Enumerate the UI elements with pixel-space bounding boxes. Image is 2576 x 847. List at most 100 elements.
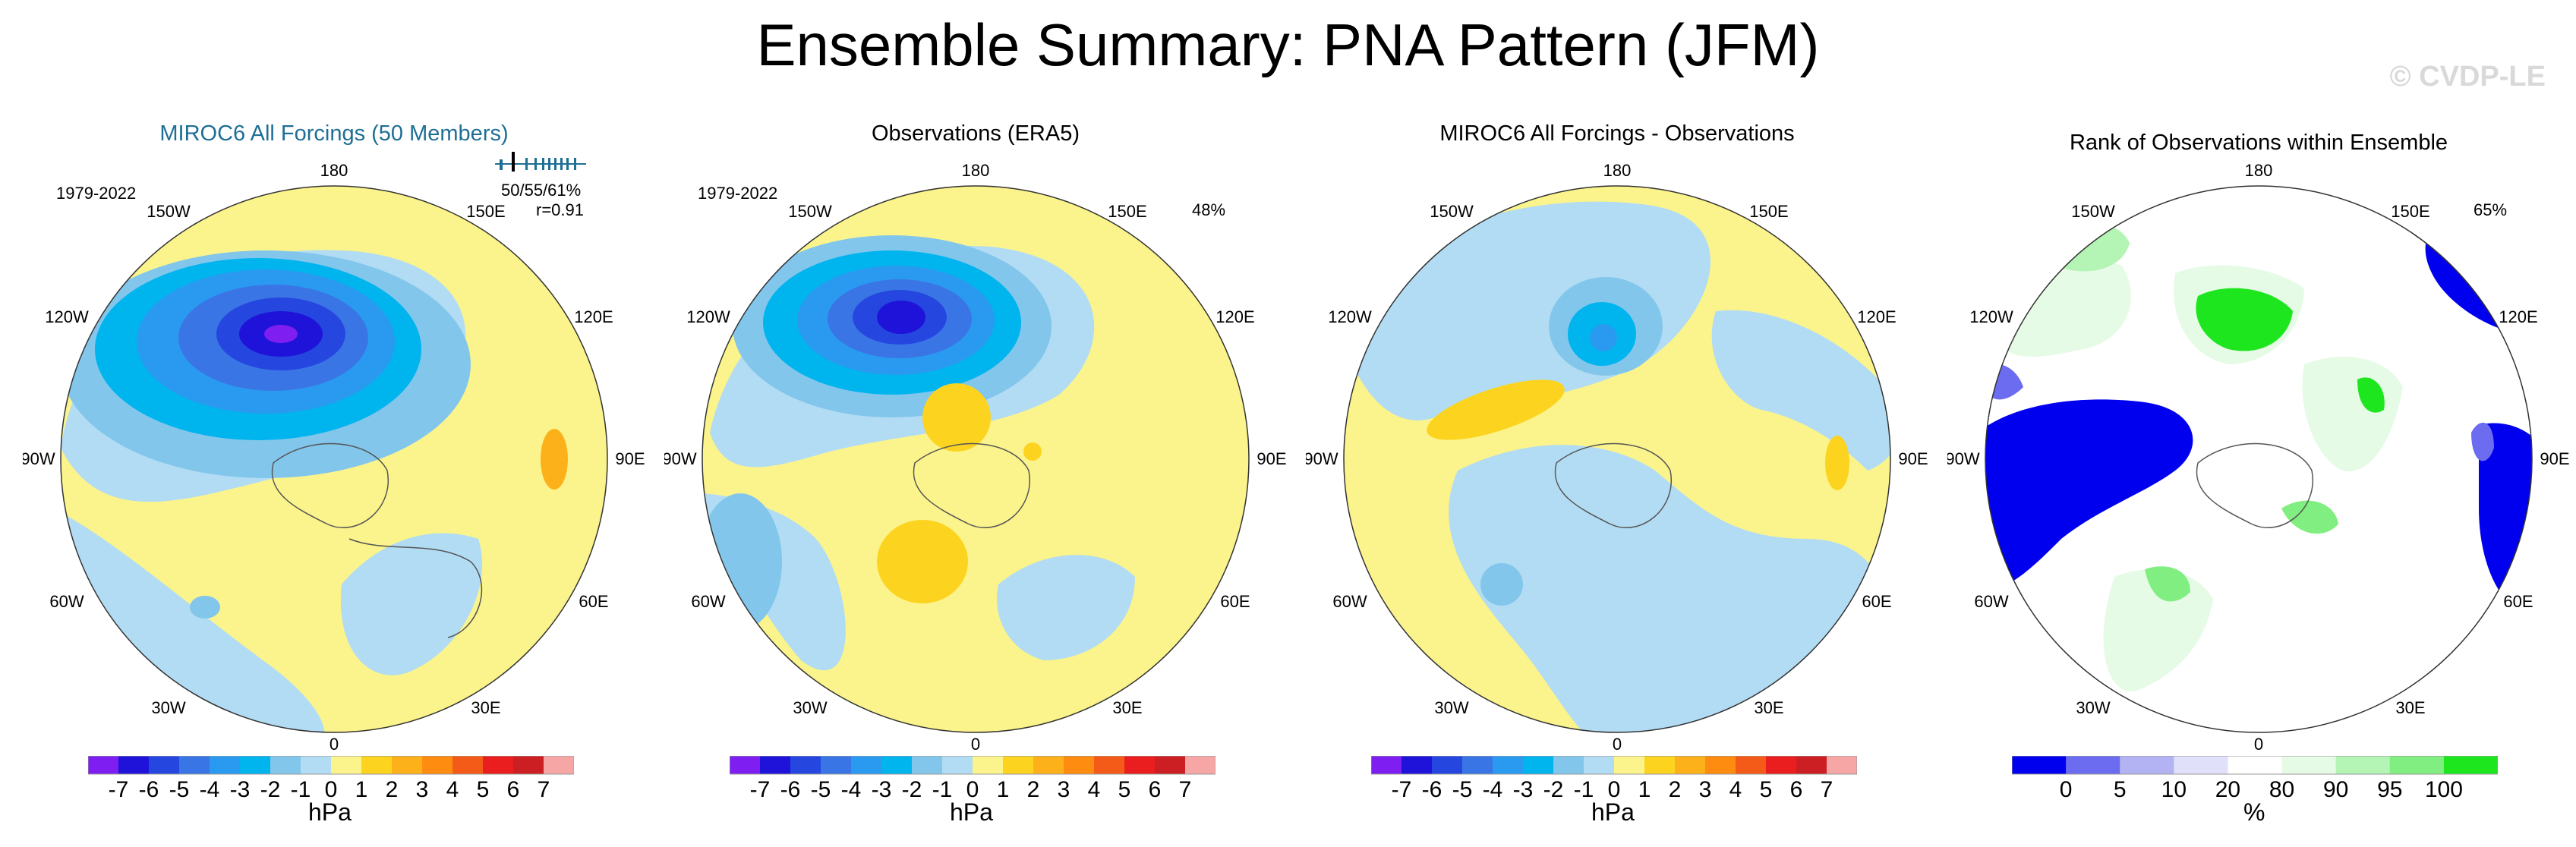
colorbar-swatch: [2443, 756, 2498, 774]
colorbar-tick-label: 4: [446, 777, 459, 800]
colorbar-tick-label: 1: [1638, 777, 1651, 800]
polar-map: 180 150E 120E 90E 60E 30E 0 30W 60W 90W …: [664, 161, 1287, 754]
lon-label: 60W: [1332, 592, 1367, 611]
colorbar-swatch: [730, 756, 761, 774]
colorbar-swatch: [392, 756, 423, 774]
ensemble-spread-bar: [495, 152, 586, 172]
colorbar-tick-label: 0: [1608, 777, 1621, 800]
colorbar-tick-label: 7: [538, 777, 550, 800]
lon-label: 60W: [1974, 592, 2008, 611]
lon-label: 30E: [1754, 698, 1783, 717]
colorbar-swatch: [912, 756, 943, 774]
colorbar-swatch: [301, 756, 332, 774]
colorbar-tick-label: 1: [997, 777, 1010, 800]
lon-label: 0: [971, 735, 980, 754]
colorbar-swatch: [240, 756, 271, 774]
lon-label: 150E: [1749, 202, 1788, 221]
lon-label: 0: [2254, 735, 2263, 754]
colorbar-tick-label: -6: [780, 777, 801, 800]
colorbar-tick-label: 6: [507, 777, 520, 800]
colorbar-swatch: [2335, 756, 2391, 774]
colorbar-tick-label: 5: [477, 777, 490, 800]
colorbar-hpa: -7 -6 -5 -4 -3 -2 -1 0 1 2 3 4 5 6 7: [1371, 756, 1857, 800]
colorbar-swatch: [270, 756, 301, 774]
lon-label: 120E: [1857, 307, 1896, 326]
colorbar-tick-label: -4: [200, 777, 220, 800]
colorbar-swatch: [2012, 756, 2067, 774]
colorbar-tick-label: 3: [1058, 777, 1070, 800]
colorbar-swatch: [760, 756, 791, 774]
colorbar-swatch: [1584, 756, 1615, 774]
lon-label: 150W: [2071, 202, 2115, 221]
colorbar-swatch: [2066, 756, 2120, 774]
colorbar-swatch: [1462, 756, 1493, 774]
lon-label: 30W: [793, 698, 827, 717]
colorbar-tick-label: -7: [750, 777, 771, 800]
lon-label: 90W: [23, 449, 55, 468]
colorbar-swatch: [118, 756, 150, 774]
lon-label: 90W: [1947, 449, 1980, 468]
colorbar-tick-label: -1: [1574, 777, 1594, 800]
lon-label: 90W: [1306, 449, 1338, 468]
colorbar-swatch: [1736, 756, 1767, 774]
colorbar-tick-label: 80: [2269, 777, 2294, 800]
colorbar-tick-label: -5: [1452, 777, 1473, 800]
colorbar-tick-label: -3: [230, 777, 251, 800]
lon-label: 90E: [1256, 449, 1286, 468]
period-label: 1979-2022: [698, 184, 778, 203]
colorbar-border: [1371, 756, 1857, 775]
lon-label: 150E: [1108, 202, 1146, 221]
colorbar-tick-label: 3: [1699, 777, 1712, 800]
colorbar-swatch: [1064, 756, 1095, 774]
colorbar-swatch: [361, 756, 393, 774]
polar-map: 180 150E 120E 90E 60E 30E 0 30W 60W 90W …: [1947, 161, 2570, 754]
colorbar-swatch: [2174, 756, 2228, 774]
colorbar-tick-label: 0: [966, 777, 979, 800]
colorbar-tick-label: -7: [1392, 777, 1412, 800]
colorbar-swatch: [331, 756, 362, 774]
colorbar-swatch: [149, 756, 180, 774]
colorbar-swatch: [1155, 756, 1186, 774]
colorbar-swatch: [422, 756, 453, 774]
colorbar-tick-label: -2: [260, 777, 281, 800]
colorbar-tick-label: 5: [1760, 777, 1773, 800]
polar-map: 180 150E 120E 90E 60E 30E 0 30W 60W 90W …: [1306, 161, 1928, 754]
colorbar-tick-label: 6: [1790, 777, 1803, 800]
colorbar-swatch: [544, 756, 574, 774]
colorbar-tick-label: -5: [169, 777, 190, 800]
lon-label: 60E: [1220, 592, 1250, 611]
stats-label: 50/55/61%: [501, 181, 582, 200]
panel-rank: Rank of Observations within Ensemble 65%…: [1947, 114, 2570, 847]
colorbar-tick-label: 4: [1729, 777, 1742, 800]
lon-label: 60W: [49, 592, 84, 611]
lon-label: 90W: [664, 449, 697, 468]
panel-title: Observations (ERA5): [872, 121, 1080, 146]
colorbar-tick-label: 2: [1027, 777, 1040, 800]
colorbar-tick-label: -3: [872, 777, 892, 800]
colorbar-units: hPa: [1591, 798, 1635, 826]
colorbar-tick-label: 90: [2323, 777, 2348, 800]
lon-label: 120E: [1215, 307, 1254, 326]
panel-observations: Observations (ERA5) 1979-2022 48% 180 15…: [664, 114, 1287, 847]
lon-label: 150W: [788, 202, 832, 221]
colorbar-border: [730, 756, 1215, 775]
lon-label: 180: [320, 161, 348, 180]
lon-label: 30W: [151, 698, 185, 717]
colorbar-swatch: [1553, 756, 1584, 774]
colorbar-swatch: [1614, 756, 1645, 774]
colorbar-swatch: [1371, 756, 1402, 774]
colorbar-swatch: [821, 756, 852, 774]
colorbar-hpa: -7 -6 -5 -4 -3 -2 -1 0 1 2 3 4 5 6 7: [88, 756, 574, 800]
lon-label: 30W: [2076, 698, 2110, 717]
colorbar-tick-label: 7: [1821, 777, 1833, 800]
colorbar-swatch: [1432, 756, 1463, 774]
colorbar-tick-label: 5: [1118, 777, 1131, 800]
lon-label: 120W: [45, 307, 89, 326]
colorbar-swatch: [483, 756, 514, 774]
colorbar-tick-label: -5: [811, 777, 831, 800]
colorbar-hpa: -7 -6 -5 -4 -3 -2 -1 0 1 2 3 4 5 6 7: [730, 756, 1215, 800]
colorbar-swatch: [2389, 756, 2445, 774]
percent-label: 48%: [1192, 200, 1226, 219]
colorbar-tick-label: -4: [841, 777, 862, 800]
colorbar-swatch: [881, 756, 913, 774]
